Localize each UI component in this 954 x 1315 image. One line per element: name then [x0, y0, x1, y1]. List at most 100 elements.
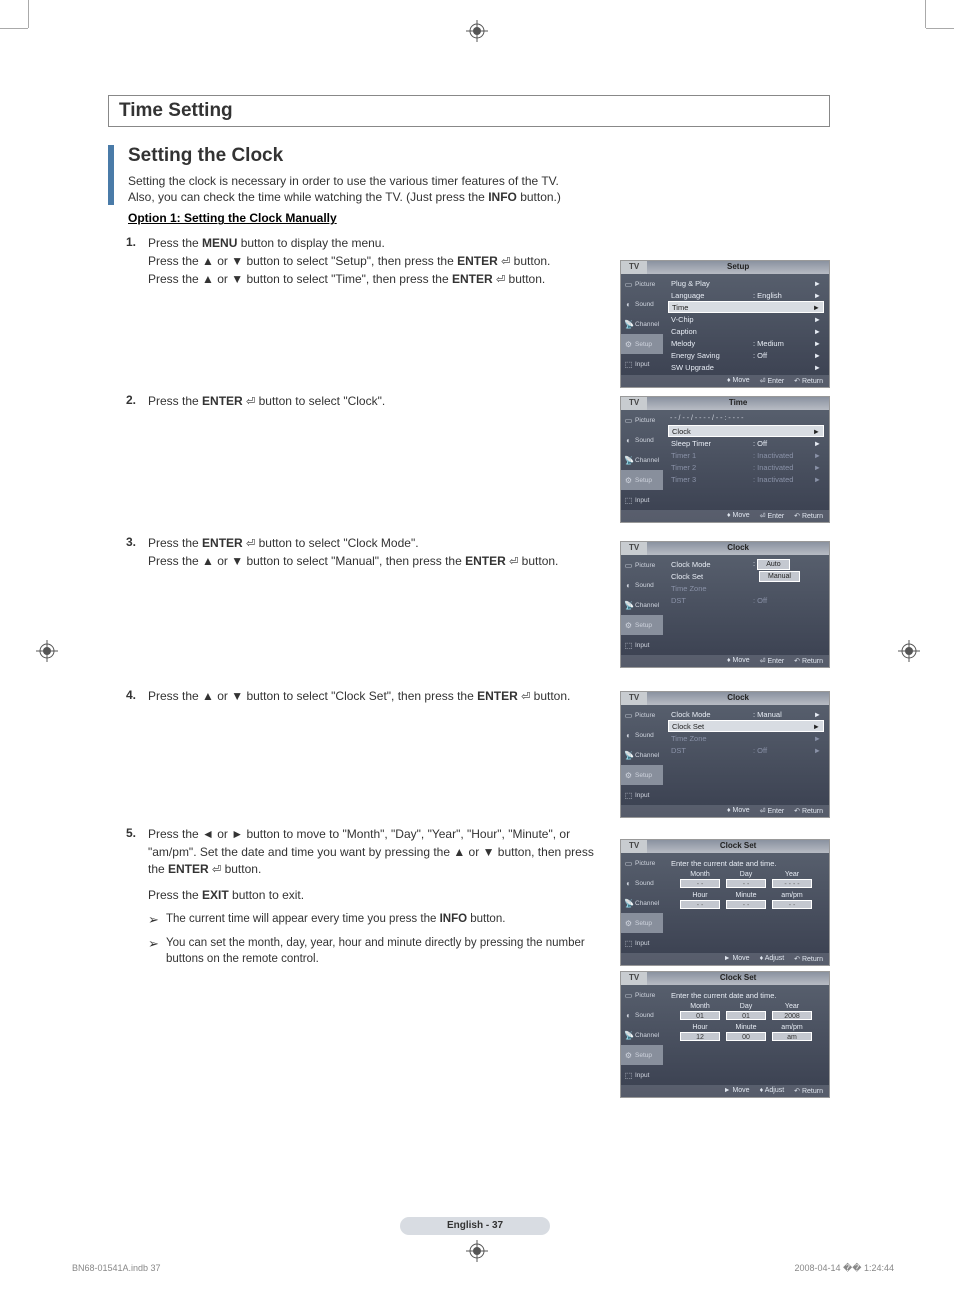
tv-menu-row: V-Chip►: [668, 313, 824, 325]
enter-icon: ⏎: [521, 690, 530, 706]
tv-footer: ♦ Move ⏎ Enter ↶ Return: [621, 655, 829, 667]
tv-sidebar: ▭Picture ◐Sound 📡Channel ⚙Setup ⬚Input: [621, 985, 663, 1085]
channel-icon: 📡: [624, 456, 633, 465]
registration-mark-icon: [36, 640, 58, 662]
tv-menu-row: Timer 3: Inactivated►: [668, 473, 824, 485]
enter-icon: ⏎: [246, 395, 255, 411]
enter-icon: ⏎: [246, 537, 255, 553]
input-icon: ⬚: [624, 641, 633, 650]
section-title-box: Time Setting: [108, 95, 830, 127]
step-note: ➢ You can set the month, day, year, hour…: [148, 935, 600, 967]
tv-menu-row: Clock►: [668, 425, 824, 437]
registration-mark-icon: [466, 1240, 488, 1262]
input-icon: ⬚: [624, 496, 633, 505]
setup-icon: ⚙: [624, 476, 633, 485]
tv-footer: ♦ Move ⏎ Enter ↶ Return: [621, 805, 829, 817]
crop-mark: [0, 28, 28, 29]
tv-tab: TV: [621, 397, 647, 410]
picture-icon: ▭: [624, 991, 633, 1000]
crop-mark: [926, 28, 954, 29]
step-note: ➢ The current time will appear every tim…: [148, 911, 600, 929]
tv-menu-rows: Clock Mode: Auto Clock SetManual Time Zo…: [663, 555, 829, 655]
subsection-title: Setting the Clock: [128, 145, 830, 167]
enter-icon: ⏎: [501, 255, 510, 271]
setup-icon: ⚙: [624, 919, 633, 928]
tv-menu-title: Clock Set: [647, 840, 829, 853]
tv-menu-row: Clock Set►: [668, 720, 824, 732]
setup-icon: ⚙: [624, 340, 633, 349]
channel-icon: 📡: [624, 601, 633, 610]
registration-mark-icon: [466, 20, 488, 42]
tv-menu-time: TV Time ▭Picture ◐Sound 📡Channel ⚙Setup …: [620, 396, 830, 523]
tv-menu-setup: TV Setup ▭Picture ◐Sound 📡Channel ⚙Setup…: [620, 260, 830, 388]
page-content: Time Setting Setting the Clock Setting t…: [108, 95, 830, 971]
tv-menu-row: SW Upgrade►: [668, 361, 824, 373]
tv-menu-row: Time►: [668, 301, 824, 313]
sound-icon: ◐: [624, 581, 633, 590]
note-icon: ➢: [148, 911, 166, 929]
tv-footer: ► Move ♦ Adjust ↶ Return: [621, 1085, 829, 1097]
setup-icon: ⚙: [624, 621, 633, 630]
doc-id: BN68-01541A.indb 37: [72, 1263, 161, 1273]
tv-tab: TV: [621, 261, 647, 274]
tv-sidebar: ▭Picture ◐Sound 📡Channel ⚙Setup ⬚Input: [621, 274, 663, 375]
picture-icon: ▭: [624, 711, 633, 720]
picture-icon: ▭: [624, 280, 633, 289]
intro-text: Setting the clock is necessary in order …: [128, 173, 830, 205]
tv-tab: TV: [621, 692, 647, 705]
setup-icon: ⚙: [624, 771, 633, 780]
tv-menu-clock-set-select: TV Clock ▭Picture ◐Sound 📡Channel ⚙Setup…: [620, 691, 830, 818]
tv-menu-row: Plug & Play►: [668, 277, 824, 289]
tv-menu-title: Clock Set: [647, 972, 829, 985]
tv-menu-rows: - - / - - / - - - - / - - : - - - - Cloc…: [663, 410, 829, 510]
tv-sidebar: ▭Picture ◐Sound 📡Channel ⚙Setup ⬚Input: [621, 410, 663, 510]
accent-bar: [108, 145, 114, 205]
tv-menu-row: Caption►: [668, 325, 824, 337]
tv-menu-row: Language: English►: [668, 289, 824, 301]
enter-icon: ⏎: [212, 863, 221, 879]
picture-icon: ▭: [624, 859, 633, 868]
tv-menu-row: Sleep Timer: Off►: [668, 437, 824, 449]
input-icon: ⬚: [624, 1071, 633, 1080]
time-placeholder: - - / - - / - - - - / - - : - - - -: [668, 413, 824, 425]
tv-menu-title: Clock: [647, 542, 829, 555]
tv-menu-clock-set-filled: TV Clock Set ▭Picture ◐Sound 📡Channel ⚙S…: [620, 971, 830, 1098]
registration-mark-icon: [898, 640, 920, 662]
sound-icon: ◐: [624, 436, 633, 445]
picture-icon: ▭: [624, 416, 633, 425]
tv-footer: ♦ Move ⏎ Enter ↶ Return: [621, 375, 829, 387]
tv-sidebar: ▭Picture ◐Sound 📡Channel ⚙Setup ⬚Input: [621, 853, 663, 953]
tv-footer: ► Move ♦ Adjust ↶ Return: [621, 953, 829, 965]
tv-tab: TV: [621, 840, 647, 853]
tv-tab: TV: [621, 972, 647, 985]
tv-menu-title: Setup: [647, 261, 829, 274]
tv-menu-row: Melody: Medium►: [668, 337, 824, 349]
note-icon: ➢: [148, 935, 166, 967]
channel-icon: 📡: [624, 751, 633, 760]
tv-menu-row: DST: Off►: [668, 744, 824, 756]
input-icon: ⬚: [624, 791, 633, 800]
doc-timestamp: 2008-04-14 �� 1:24:44: [794, 1263, 894, 1274]
tv-sidebar: ▭Picture ◐Sound 📡Channel ⚙Setup ⬚Input: [621, 555, 663, 655]
tv-menu-rows: Enter the current date and time. Month01…: [663, 985, 829, 1085]
tv-menu-row: Time Zone►: [668, 732, 824, 744]
sound-icon: ◐: [624, 879, 633, 888]
tv-menu-clock-mode: TV Clock ▭Picture ◐Sound 📡Channel ⚙Setup…: [620, 541, 830, 668]
channel-icon: 📡: [624, 899, 633, 908]
tv-menu-row: Energy Saving: Off►: [668, 349, 824, 361]
tv-menu-row: Timer 1: Inactivated►: [668, 449, 824, 461]
setup-icon: ⚙: [624, 1051, 633, 1060]
tv-menu-rows: Plug & Play►Language: English►Time►V-Chi…: [663, 274, 829, 375]
tv-menu-title: Time: [647, 397, 829, 410]
page-footer: English - 37: [400, 1217, 550, 1235]
tv-menu-rows: Enter the current date and time. Month- …: [663, 853, 829, 953]
sound-icon: ◐: [624, 731, 633, 740]
tv-menu-row: Timer 2: Inactivated►: [668, 461, 824, 473]
channel-icon: 📡: [624, 1031, 633, 1040]
tv-menu-title: Clock: [647, 692, 829, 705]
sound-icon: ◐: [624, 1011, 633, 1020]
tv-menu-clock-set-empty: TV Clock Set ▭Picture ◐Sound 📡Channel ⚙S…: [620, 839, 830, 966]
picture-icon: ▭: [624, 561, 633, 570]
enter-icon: ⏎: [496, 273, 505, 289]
tv-menu-row: Clock Mode: Manual►: [668, 708, 824, 720]
